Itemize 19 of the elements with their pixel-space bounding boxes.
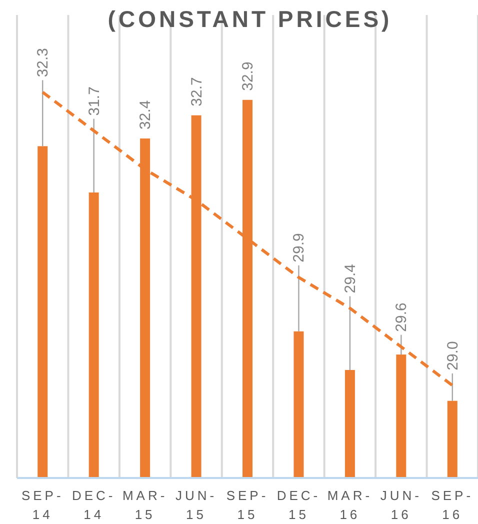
x-tick-label: MAR-15 [122, 488, 168, 522]
x-tick-label: DEC-15 [276, 488, 321, 522]
data-label: 29.4 [342, 264, 359, 294]
x-tick-label: SEP-15 [226, 488, 269, 522]
data-label: 32.9 [240, 62, 256, 91]
data-label: 29.6 [393, 302, 410, 332]
data-label: 32.3 [34, 48, 52, 78]
x-tick-label: JUN-16 [380, 488, 422, 522]
chart-title: (CONSTANT PRICES) [108, 6, 392, 32]
data-label: 32.4 [137, 100, 154, 130]
data-label: 29.9 [290, 233, 308, 262]
x-tick-label: SEP-14 [21, 488, 64, 522]
data-label: 31.7 [86, 86, 103, 116]
x-tick-label: JUN-15 [175, 488, 218, 522]
x-tick-label: MAR-16 [327, 488, 373, 522]
data-label: 29.0 [444, 341, 462, 370]
x-tick-label: DEC-14 [72, 488, 116, 522]
data-label: 32.7 [188, 77, 206, 106]
x-tick-label: SEP-16 [431, 488, 474, 522]
